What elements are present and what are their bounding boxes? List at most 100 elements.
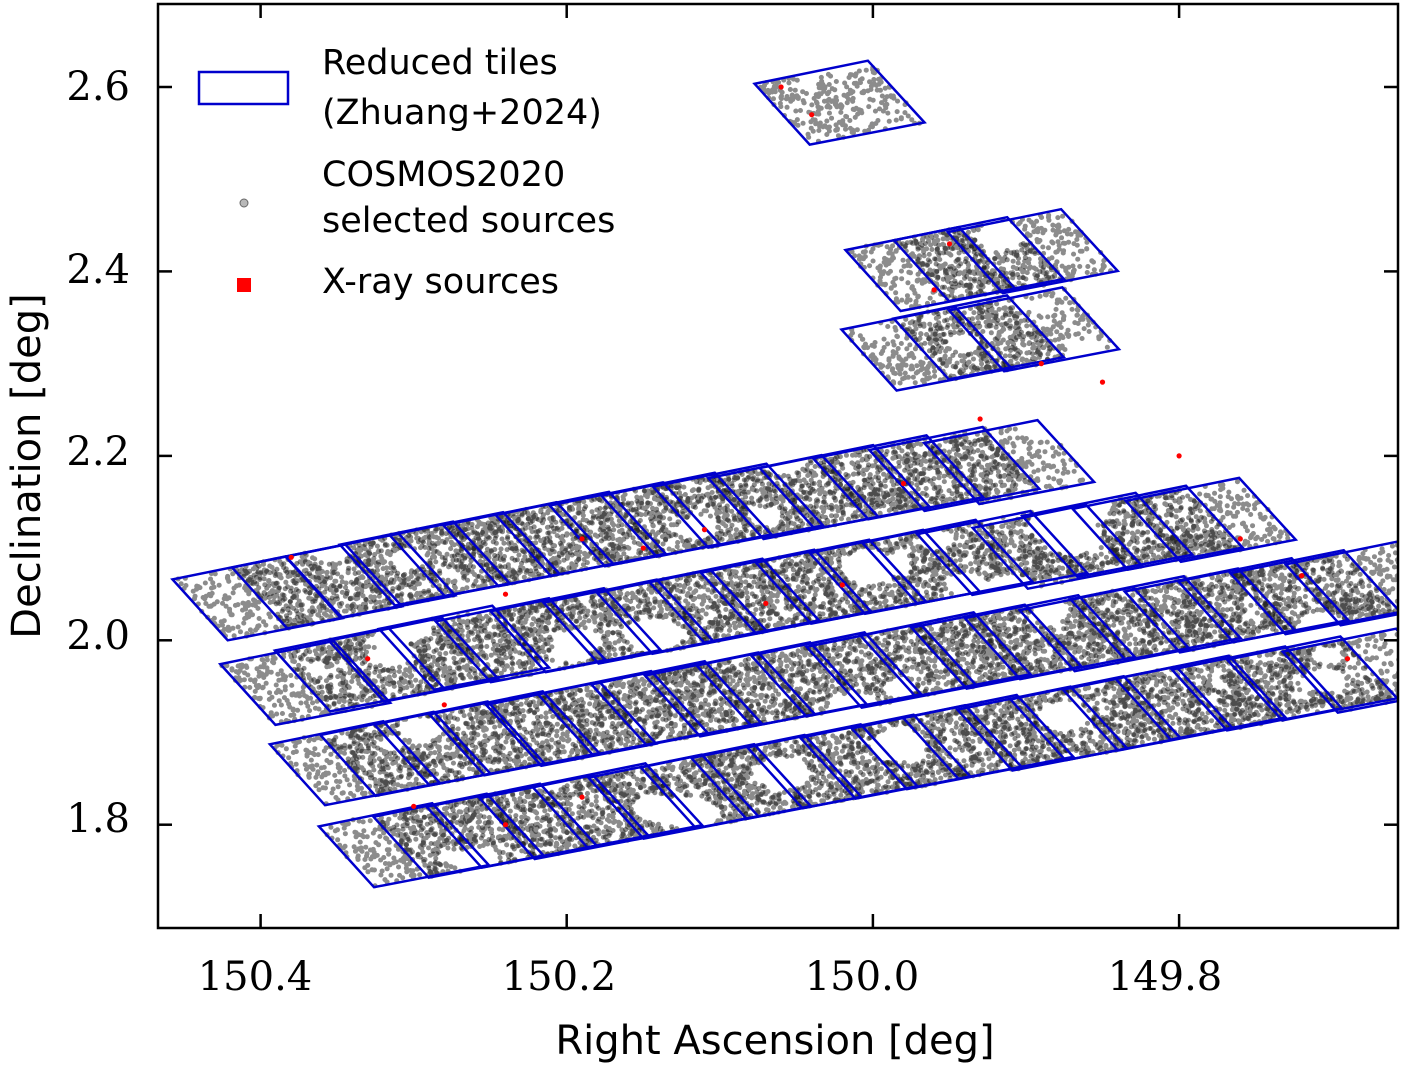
reduced-tile xyxy=(914,509,1090,597)
cosmos2020-points-cluster xyxy=(870,522,1025,603)
xray-source-point xyxy=(763,600,769,607)
reduced-tile xyxy=(921,418,1097,506)
reduced-tile xyxy=(1113,654,1288,741)
reduced-tile xyxy=(650,462,826,549)
reduced-tile xyxy=(946,286,1122,373)
legend-xray-label: X-ray sources xyxy=(322,262,559,302)
xray-source-point xyxy=(977,416,983,422)
reduced-tile xyxy=(810,434,986,521)
reduced-tile xyxy=(1283,540,1398,627)
y-axis-title: Declination [deg] xyxy=(4,293,50,638)
cosmos2020-points-cluster xyxy=(1095,487,1238,569)
xray-source-point xyxy=(1176,453,1182,459)
xray-source-point xyxy=(900,480,907,487)
y-tick-label-2.0: 2.0 xyxy=(66,613,130,659)
xray-source-point xyxy=(701,527,708,533)
legend-xray-marker xyxy=(237,278,251,292)
xray-source-point xyxy=(579,794,585,800)
reduced-tile xyxy=(427,690,602,777)
legend: Reduced tiles (Zhuang+2024) COSMOS2020 s… xyxy=(197,43,615,302)
cosmos2020-points-cluster xyxy=(985,515,1140,589)
x-tick-labels: 150.4 150.2 150.0 149.8 xyxy=(198,954,1223,1000)
reduced-tile xyxy=(376,604,552,692)
y-tick-label-2.6: 2.6 xyxy=(66,64,130,110)
xray-source-point xyxy=(288,554,294,560)
x-tick-label-150.2: 150.2 xyxy=(502,954,617,1000)
xray-source-point xyxy=(579,536,585,542)
cosmos2020-points-cluster xyxy=(376,793,537,879)
reduced-tile xyxy=(1175,556,1351,644)
legend-cosmos-label-line2: selected sources xyxy=(322,201,615,241)
legend-tile-marker xyxy=(197,70,290,106)
reduced-tile xyxy=(1019,491,1195,579)
reduced-tile xyxy=(752,59,927,146)
cosmos2020-points-cluster xyxy=(925,426,1086,506)
xray-source-point xyxy=(1038,361,1044,367)
reduced-tile xyxy=(867,425,1042,513)
xray-source-point xyxy=(365,656,371,662)
legend-tiles-label-line2: (Zhuang+2024) xyxy=(322,93,602,133)
xray-source-point xyxy=(441,702,447,708)
reduced-tile xyxy=(488,586,664,674)
xray-source-points xyxy=(288,84,1351,828)
cosmos2020-points-cluster xyxy=(846,226,1013,310)
reduced-tile-outlines xyxy=(170,59,1398,889)
xray-source-point xyxy=(411,803,417,809)
reduced-tile xyxy=(1068,574,1243,662)
cosmos2020-points-cluster xyxy=(396,513,559,594)
reduced-tile xyxy=(589,659,764,747)
xray-source-point xyxy=(1344,656,1351,662)
cosmos2020-points-cluster xyxy=(750,633,921,716)
cosmos2020-points-cluster xyxy=(899,296,1061,381)
cosmos2020-points-cluster xyxy=(326,713,482,797)
axis-ticks xyxy=(158,4,1398,928)
cosmos2020-points-cluster xyxy=(478,775,649,859)
cosmos2020-points-cluster xyxy=(699,645,849,727)
reduced-tile xyxy=(1070,484,1246,572)
xray-source-point xyxy=(1299,573,1305,579)
legend-cosmos-label-line1: COSMOS2020 xyxy=(322,155,565,195)
reduced-tile xyxy=(326,616,502,703)
reduced-tile xyxy=(1123,476,1299,564)
reduced-tile xyxy=(529,762,705,849)
cosmos2020-points-cluster xyxy=(273,629,444,710)
xray-source-point xyxy=(640,545,646,551)
xray-source-point xyxy=(1099,379,1106,385)
y-tick-labels: 1.8 2.0 2.2 2.4 2.6 xyxy=(66,64,130,842)
xray-source-point xyxy=(778,84,784,90)
reduced-tile xyxy=(945,207,1121,295)
legend-cosmos-marker xyxy=(239,198,249,208)
x-tick-label-150.0: 150.0 xyxy=(805,954,920,1000)
reduced-tile xyxy=(891,215,1067,303)
reduced-tile xyxy=(901,693,1076,781)
reduced-tile xyxy=(748,631,924,718)
xray-source-point xyxy=(931,287,937,293)
y-tick-label-2.2: 2.2 xyxy=(66,429,130,475)
legend-tiles-label-line1: Reduced tiles xyxy=(322,43,558,83)
xray-source-point xyxy=(502,822,509,828)
reduced-tile xyxy=(1280,627,1398,714)
y-tick-label-1.8: 1.8 xyxy=(66,796,130,842)
reduced-tile xyxy=(1228,548,1398,636)
cosmos2020-points-cluster xyxy=(175,557,336,639)
x-axis-title: Right Ascension [deg] xyxy=(555,1018,994,1064)
xray-source-point xyxy=(946,241,953,247)
reduced-tile xyxy=(1224,635,1398,722)
reduced-tile xyxy=(891,294,1067,381)
xray-source-point xyxy=(809,112,815,118)
cosmos2020-points-cluster xyxy=(1234,637,1394,722)
cosmos2020-points-cluster xyxy=(546,582,711,664)
reduced-tile xyxy=(858,611,1033,698)
x-tick-label-150.4: 150.4 xyxy=(198,954,313,1000)
xray-source-point xyxy=(839,582,845,588)
reduced-tile xyxy=(860,518,1035,606)
y-tick-label-2.4: 2.4 xyxy=(66,247,130,293)
xray-source-point xyxy=(502,591,509,597)
xray-source-point xyxy=(1237,536,1243,542)
plot-frame xyxy=(156,2,1400,930)
reduced-tile xyxy=(962,593,1138,681)
x-tick-label-149.8: 149.8 xyxy=(1108,954,1223,1000)
cosmos2020-points-cluster xyxy=(408,611,543,688)
reduced-tile xyxy=(970,503,1146,591)
